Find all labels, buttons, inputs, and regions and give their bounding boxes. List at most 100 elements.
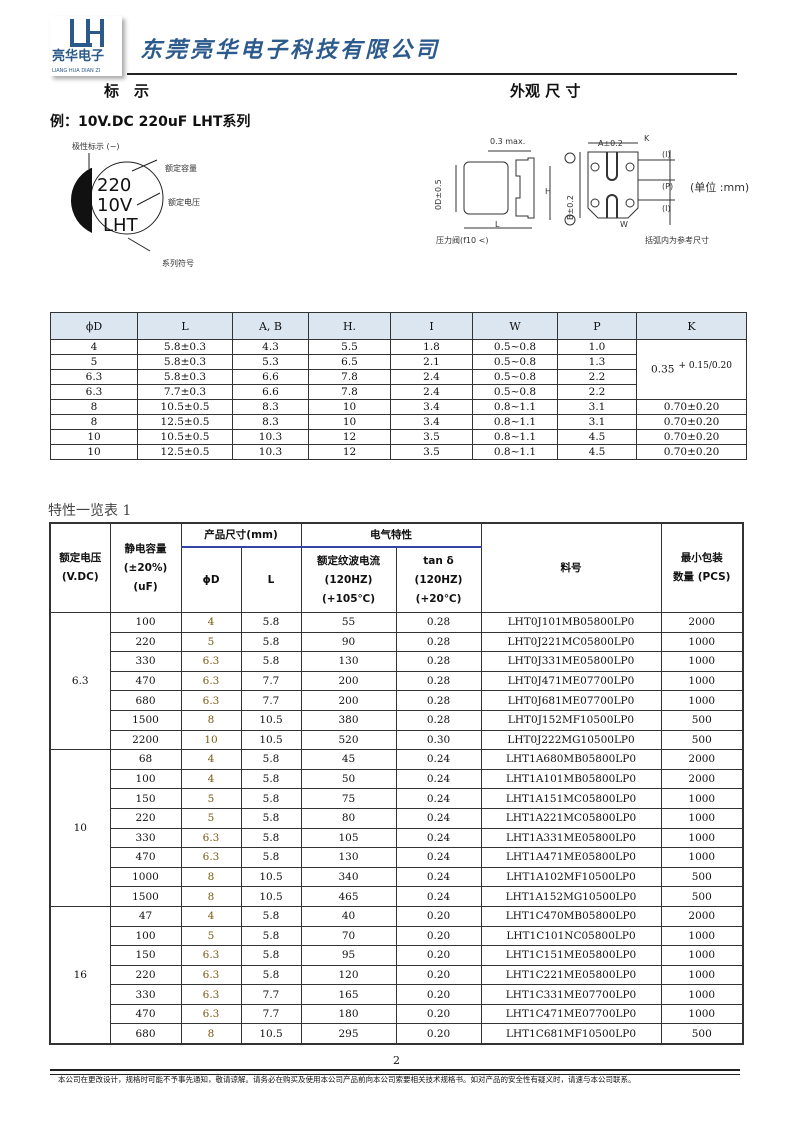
table-cell: LHT1A471ME05800LP0 <box>480 847 662 868</box>
table-cell: 4 <box>180 905 242 927</box>
header-cell: W <box>472 312 558 340</box>
table-row: 8 12.5±0.5 8.3 10 3.4 0.8~1.1 3.1 0.70±0.20 <box>50 414 747 430</box>
od-label: 0D±0.5 <box>434 179 443 210</box>
table-cell: LHT0J331ME05800LP0 <box>480 651 662 672</box>
table-cell: 10.3 <box>232 444 309 460</box>
capacity-label: 额定容量 <box>165 164 197 173</box>
table-cell: 8 <box>50 414 138 430</box>
dimensions-section-title: 外观 尺 寸 <box>510 82 581 100</box>
table-cell: 10 <box>308 399 391 415</box>
table-cell: 3.5 <box>390 429 473 445</box>
logo-text-en: LIANG HUA DIAN ZI <box>52 68 101 74</box>
table-cell: 0.8~1.1 <box>472 399 558 415</box>
table-cell: LHT1A221MC05800LP0 <box>480 807 662 829</box>
table-cell: 520 <box>300 729 397 751</box>
table-cell: 0.8~1.1 <box>472 429 558 445</box>
table-cell: 0.20 <box>395 925 482 947</box>
table-row: 470 6.3 7.7 200 0.28 LHT0J471ME07700LP0 1000 <box>50 670 744 692</box>
polarity-label: 极性标示 (−) <box>72 142 120 151</box>
table-cell: 5.8 <box>240 945 302 966</box>
table-cell: 12 <box>308 444 391 460</box>
top-dim-label: 0.3 max. <box>490 137 526 146</box>
table-cell: 4.3 <box>232 339 309 355</box>
table-cell: 2000 <box>660 612 744 633</box>
table-cell: 10 <box>308 414 391 430</box>
table-cell: 55 <box>300 612 397 633</box>
table-cell: 500 <box>660 729 744 751</box>
table-cell: 220 <box>109 807 182 829</box>
table-subheader-row: ϕD L 额定纹波电流 (120HZ) (+105℃) tan δ (120HZ) (+… <box>50 546 743 613</box>
table-cell: 295 <box>300 1023 397 1045</box>
table-cell: 2.4 <box>390 384 473 400</box>
table-cell: LHT1A101MB05800LP0 <box>480 768 662 790</box>
table-row: 10 10.5±0.5 10.3 12 3.5 0.8~1.1 4.5 0.70±0.20 <box>50 429 747 445</box>
table-cell: 0.5~0.8 <box>472 384 558 400</box>
table-cell: 1.8 <box>390 339 473 355</box>
table-cell: 1000 <box>660 631 744 653</box>
table-cell: 0.28 <box>395 690 482 711</box>
table-cell: 500 <box>660 886 744 907</box>
footer-note: 本公司在更改设计，规格时可能不予事先通知，敬请谅解。请务必在购买及使用本公司产品… <box>58 1075 636 1084</box>
i-label-bottom: (I) <box>662 204 671 213</box>
table-cell: 0.24 <box>395 788 482 809</box>
table-row: 150 6.3 5.8 95 0.20 LHT1C151ME05800LP0 1000 <box>50 945 744 966</box>
table-cell: 1.0 <box>557 339 637 355</box>
voltage-cell: 10 <box>49 749 111 907</box>
b-label: B±0.2 <box>566 195 575 220</box>
page-number: 2 <box>393 1054 400 1067</box>
table-cell: 0.20 <box>395 945 482 966</box>
table-cell: 330 <box>109 651 182 672</box>
table-row: 470 6.3 5.8 130 0.24 LHT1A471ME05800LP0 1000 <box>50 847 744 868</box>
table-cell: 3.1 <box>557 414 637 430</box>
table-cell: 500 <box>660 1023 744 1045</box>
table-cell: 5.8 <box>240 651 302 672</box>
table-cell: LHT1C151ME05800LP0 <box>480 945 662 966</box>
header-divider <box>127 73 737 75</box>
table-cell: 1500 <box>109 886 182 907</box>
table-cell: 8 <box>50 399 138 415</box>
cap-value: 220 <box>97 175 132 196</box>
table-cell: 1000 <box>660 847 744 868</box>
dimension-drawing <box>455 142 675 229</box>
table-cell: 165 <box>300 984 397 1005</box>
table-cell: LHT0J222MG10500LP0 <box>480 729 662 751</box>
table-cell: 220 <box>109 964 182 986</box>
table-cell: 6.3 <box>180 964 242 986</box>
table-cell: 5.8 <box>240 847 302 868</box>
series-label: 系列符号 <box>162 259 194 268</box>
table-cell: 80 <box>300 807 397 829</box>
table-cell: 6.3 <box>180 670 242 692</box>
header-ripple: 额定纹波电流 (120HZ) (+105℃) <box>300 546 397 613</box>
table-cell: 0.70±0.20 <box>636 414 747 430</box>
table-cell: 1000 <box>660 788 744 809</box>
table-cell: 1500 <box>109 709 182 731</box>
header-cell: P <box>557 312 637 340</box>
table-row: 2200 10 10.5 520 0.30 LHT0J222MG10500LP0 500 <box>50 729 744 751</box>
table-cell: 500 <box>660 866 744 888</box>
table-cell: 6.3 <box>180 945 242 966</box>
table-cell: 1000 <box>660 984 744 1005</box>
table-cell: LHT1C101NC05800LP0 <box>480 925 662 947</box>
table-row: 330 6.3 5.8 105 0.24 LHT1A331ME05800LP0 1000 <box>50 827 744 849</box>
valve-label: 压力阀(f10 <) <box>436 236 489 245</box>
table-cell: 0.28 <box>395 612 482 633</box>
table-cell: 45 <box>300 749 397 770</box>
table-cell: 120 <box>300 964 397 986</box>
table-row: 330 6.3 7.7 165 0.20 LHT1C331ME07700LP0 1000 <box>50 984 744 1005</box>
table-cell: 5 <box>50 354 138 370</box>
table-row: 220 5 5.8 80 0.24 LHT1A221MC05800LP0 1000 <box>50 807 744 829</box>
table-cell: 0.24 <box>395 768 482 790</box>
table-row: 680 6.3 7.7 200 0.28 LHT0J681ME07700LP0 1000 <box>50 690 744 711</box>
table-cell: 6.3 <box>180 847 242 868</box>
table-row: 330 6.3 5.8 130 0.28 LHT0J331ME05800LP0 1000 <box>50 651 744 672</box>
table-cell: 7.7 <box>240 690 302 711</box>
i-label-top: (I) <box>662 150 671 159</box>
table-cell: 4.5 <box>557 444 637 460</box>
table-cell: 0.70±0.20 <box>636 429 747 445</box>
table-cell: 0.20 <box>395 1003 482 1025</box>
voltage-cell: 6.3 <box>49 611 111 751</box>
table-cell: LHT0J152MF10500LP0 <box>480 709 662 731</box>
marking-diagram <box>70 153 164 252</box>
header-cell: L <box>137 312 233 340</box>
table-cell: 380 <box>300 709 397 731</box>
